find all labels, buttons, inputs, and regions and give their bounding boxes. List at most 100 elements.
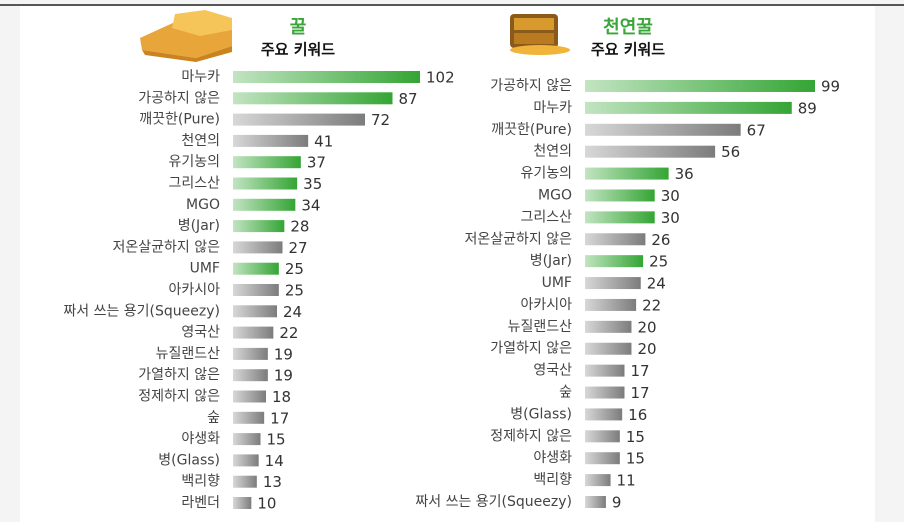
bar bbox=[233, 92, 393, 104]
category-label: MGO bbox=[186, 197, 220, 213]
value-label: 10 bbox=[257, 495, 276, 513]
bar bbox=[233, 476, 257, 488]
category-label: 병(Glass) bbox=[510, 406, 572, 422]
bar bbox=[585, 408, 622, 420]
value-label: 26 bbox=[651, 231, 670, 249]
bar bbox=[585, 474, 611, 486]
bar bbox=[585, 321, 631, 333]
category-label: 정제하지 않은 bbox=[138, 389, 220, 405]
bar bbox=[233, 241, 283, 253]
category-label: 유기농의 bbox=[520, 166, 572, 182]
value-label: 24 bbox=[283, 303, 302, 321]
value-label: 99 bbox=[821, 78, 840, 96]
bar bbox=[233, 497, 251, 509]
bar bbox=[585, 124, 741, 136]
category-label: 영국산 bbox=[181, 325, 220, 341]
category-label: 마누카 bbox=[533, 100, 572, 116]
bar bbox=[585, 496, 606, 508]
bar bbox=[585, 387, 624, 399]
value-label: 24 bbox=[647, 275, 666, 293]
category-label: 가열하지 않은 bbox=[490, 341, 572, 357]
value-label: 13 bbox=[263, 473, 282, 491]
value-label: 34 bbox=[301, 196, 320, 214]
bar bbox=[233, 433, 261, 445]
value-label: 28 bbox=[290, 218, 309, 236]
category-label: 가공하지 않은 bbox=[490, 78, 572, 94]
bar bbox=[233, 454, 259, 466]
value-label: 11 bbox=[617, 472, 636, 490]
category-label: 병(Glass) bbox=[158, 452, 220, 468]
category-label: 가공하지 않은 bbox=[138, 90, 220, 106]
category-label: 라벤더 bbox=[181, 495, 220, 511]
value-label: 25 bbox=[285, 260, 304, 278]
bar bbox=[233, 391, 266, 403]
value-label: 41 bbox=[314, 132, 333, 150]
value-label: 15 bbox=[626, 428, 645, 446]
category-label: 천연의 bbox=[181, 133, 220, 149]
bar bbox=[585, 452, 620, 464]
bar bbox=[585, 168, 669, 180]
value-label: 37 bbox=[307, 154, 326, 172]
value-label: 19 bbox=[274, 367, 293, 385]
category-label: 숲 bbox=[559, 385, 572, 401]
bar bbox=[585, 277, 641, 289]
category-label: 깨끗한(Pure) bbox=[491, 122, 572, 138]
category-label: 그리스산 bbox=[520, 209, 572, 225]
value-label: 25 bbox=[285, 282, 304, 300]
category-label: MGO bbox=[538, 187, 572, 203]
value-label: 89 bbox=[798, 99, 817, 117]
value-label: 16 bbox=[628, 406, 647, 424]
value-label: 18 bbox=[272, 388, 291, 406]
bar bbox=[585, 233, 645, 245]
bar bbox=[585, 255, 643, 267]
value-label: 30 bbox=[661, 187, 680, 205]
value-label: 67 bbox=[747, 121, 766, 139]
category-label: UMF bbox=[190, 261, 220, 277]
bar bbox=[585, 365, 624, 377]
bar bbox=[233, 178, 297, 190]
category-label: 깨끗한(Pure) bbox=[139, 112, 220, 128]
value-label: 22 bbox=[642, 296, 661, 314]
value-label: 30 bbox=[661, 209, 680, 227]
category-label: 짜서 쓰는 용기(Squeezy) bbox=[63, 303, 220, 319]
bar bbox=[233, 284, 279, 296]
category-label: 유기농의 bbox=[168, 154, 220, 170]
value-label: 15 bbox=[267, 431, 286, 449]
bar bbox=[233, 327, 273, 339]
category-label: 마누카 bbox=[181, 69, 220, 85]
bar bbox=[233, 135, 308, 147]
bar bbox=[233, 199, 295, 211]
bar bbox=[233, 263, 279, 275]
value-label: 22 bbox=[279, 324, 298, 342]
category-label: 영국산 bbox=[533, 363, 572, 379]
value-label: 15 bbox=[626, 450, 645, 468]
value-label: 56 bbox=[721, 143, 740, 161]
bar bbox=[585, 102, 792, 114]
value-label: 87 bbox=[399, 90, 418, 108]
category-label: 아카시아 bbox=[520, 297, 572, 313]
bar bbox=[585, 189, 655, 201]
bar bbox=[585, 299, 636, 311]
bar bbox=[233, 369, 268, 381]
category-label: 천연의 bbox=[533, 144, 572, 160]
value-label: 14 bbox=[265, 452, 284, 470]
value-label: 9 bbox=[612, 494, 622, 512]
bar bbox=[233, 220, 284, 232]
chart-title: 천연꿀 bbox=[603, 17, 653, 38]
value-label: 17 bbox=[630, 362, 649, 380]
category-label: 저온살균하지 않은 bbox=[465, 231, 573, 247]
chart-subtitle: 주요 키워드 bbox=[261, 41, 335, 59]
value-label: 27 bbox=[289, 239, 308, 257]
category-label: 짜서 쓰는 용기(Squeezy) bbox=[415, 494, 572, 510]
bar bbox=[585, 146, 715, 158]
value-label: 25 bbox=[649, 253, 668, 271]
bar bbox=[233, 71, 420, 83]
value-label: 36 bbox=[675, 165, 694, 183]
chart-subtitle: 주요 키워드 bbox=[591, 41, 665, 59]
category-label: 병(Jar) bbox=[530, 253, 572, 269]
bar bbox=[233, 412, 264, 424]
bar bbox=[233, 348, 268, 360]
category-label: 그리스산 bbox=[168, 176, 220, 192]
category-label: 뉴질랜드산 bbox=[508, 319, 573, 335]
value-label: 102 bbox=[426, 69, 455, 87]
